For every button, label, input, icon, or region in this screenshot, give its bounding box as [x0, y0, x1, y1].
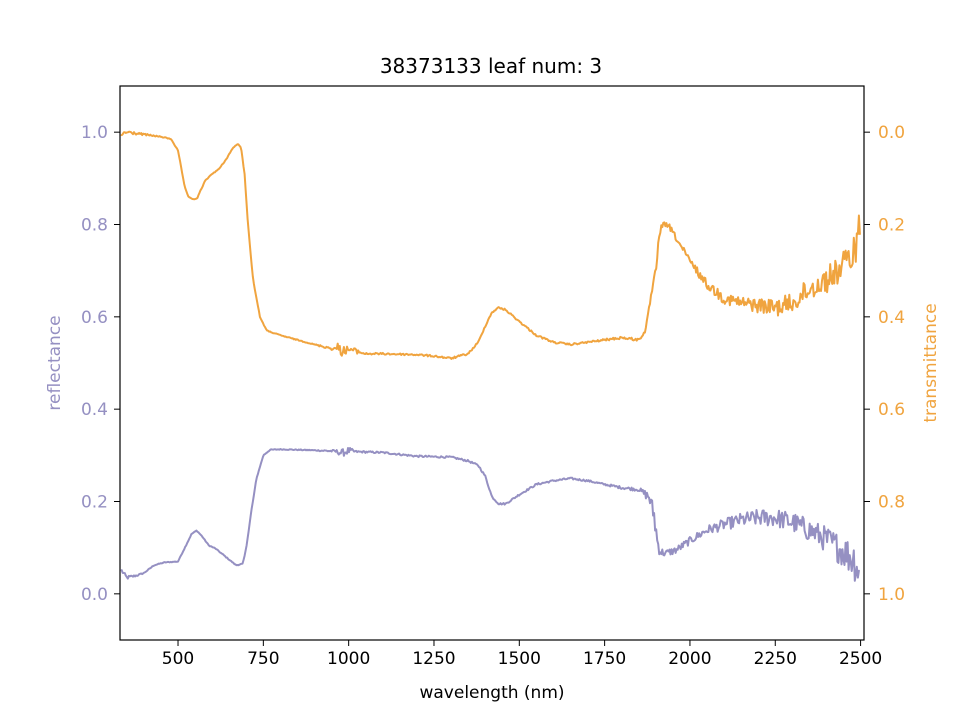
left-y-tick-label: 0.0: [81, 585, 108, 605]
right-y-axis: 0.0 0.2 0.4 0.6 0.8 1.0: [864, 123, 905, 605]
right-y-axis-title: transmittance: [921, 303, 941, 422]
left-y-axis: 0.0 0.2 0.4 0.6 0.8 1.0: [81, 123, 120, 605]
chart-title: 38373133 leaf num: 3: [380, 54, 602, 78]
x-tick-label: 500: [162, 649, 194, 669]
x-tick-label: 1500: [498, 649, 541, 669]
transmittance-line: [120, 130, 861, 360]
left-y-tick-label: 1.0: [81, 123, 108, 143]
x-tick-label: 1750: [583, 649, 626, 669]
right-y-tick-label: 1.0: [878, 585, 905, 605]
right-y-tick-label: 0.8: [878, 493, 905, 513]
right-y-tick-label: 0.0: [878, 123, 905, 143]
x-tick-label: 1000: [327, 649, 370, 669]
x-axis: 500 750 1000 1250 1500 1750 2000 2250 2500: [162, 640, 882, 669]
left-y-tick-label: 0.8: [81, 216, 108, 236]
left-y-tick-label: 0.2: [81, 493, 108, 513]
right-y-tick-label: 0.4: [878, 308, 905, 328]
plot-area: [120, 130, 861, 582]
x-tick-label: 2000: [668, 649, 711, 669]
left-y-tick-label: 0.6: [81, 308, 108, 328]
left-y-axis-title: reflectance: [45, 315, 65, 410]
x-tick-label: 2250: [754, 649, 797, 669]
right-y-tick-label: 0.6: [878, 400, 905, 420]
x-tick-label: 2500: [839, 649, 882, 669]
x-tick-label: 1250: [412, 649, 455, 669]
plot-frame: [119, 85, 865, 641]
left-y-tick-label: 0.4: [81, 400, 108, 420]
right-y-tick-label: 0.2: [878, 216, 905, 236]
reflectance-line: [120, 447, 860, 582]
x-axis-title: wavelength (nm): [419, 683, 564, 703]
x-tick-label: 750: [247, 649, 279, 669]
